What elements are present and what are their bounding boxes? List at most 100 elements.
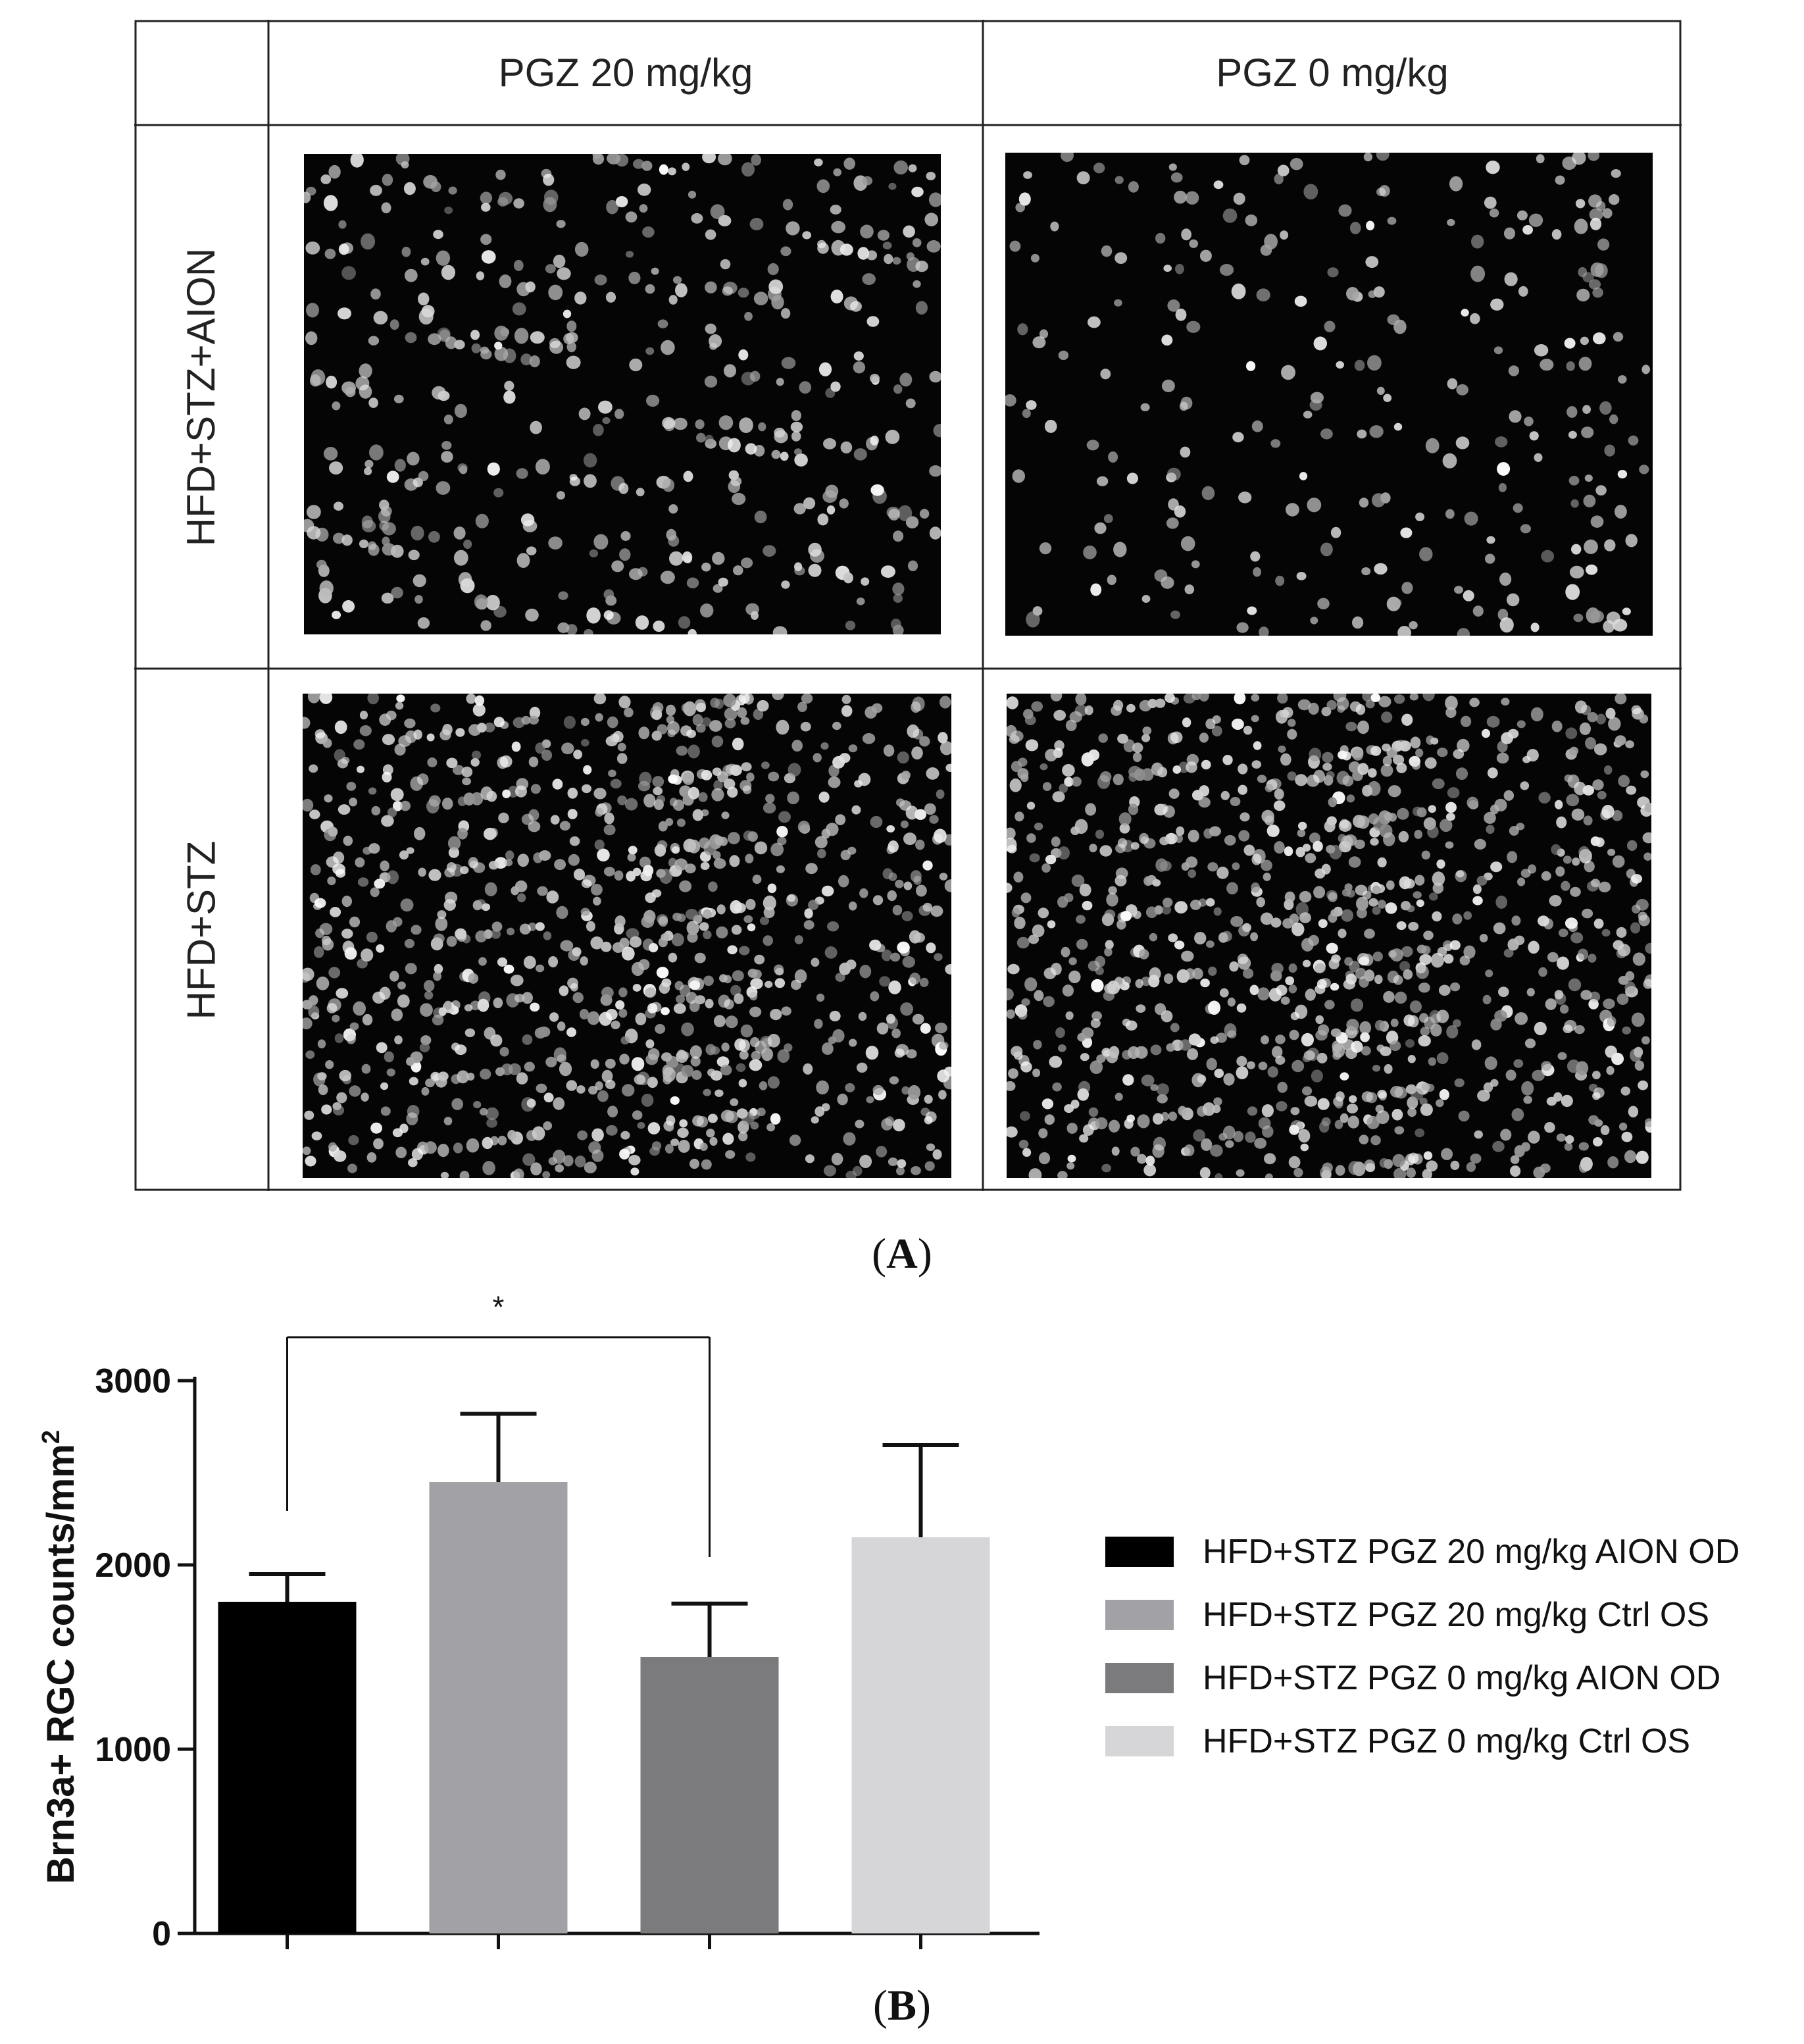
cell-dot <box>542 1171 551 1178</box>
cell-dot <box>724 999 734 1009</box>
cell-dot <box>614 409 624 419</box>
cell-dot <box>1222 208 1238 223</box>
cell-dot <box>1591 879 1600 888</box>
cell-dot <box>361 515 373 528</box>
cell-dot <box>341 757 350 764</box>
cell-dot <box>414 827 426 840</box>
cell-dot <box>1062 764 1075 777</box>
cell-dot <box>411 525 424 541</box>
cell-dot <box>901 911 913 921</box>
cell-dot <box>1103 514 1113 523</box>
cell-dot <box>1275 575 1285 586</box>
cell-dot <box>739 694 750 704</box>
cell-dot <box>1045 854 1057 865</box>
cell-dot <box>705 323 716 334</box>
cell-dot <box>772 626 788 634</box>
cell-dot <box>816 179 830 193</box>
cell-dot <box>662 478 675 492</box>
cell-dot <box>1384 1064 1393 1074</box>
cell-dot <box>930 906 943 917</box>
cell-dot <box>1137 1114 1150 1129</box>
cell-dot <box>1203 828 1213 839</box>
cell-dot <box>692 714 703 727</box>
cell-dot <box>486 1107 499 1120</box>
cell-dot <box>1324 320 1336 332</box>
cell-dot <box>566 1080 578 1091</box>
cell-dot <box>639 204 648 213</box>
cell-dot <box>504 859 513 867</box>
cell-dot <box>1534 344 1549 357</box>
cell-dot <box>805 1154 814 1163</box>
cell-dot <box>315 929 324 938</box>
cell-dot <box>1099 845 1113 857</box>
cell-dot <box>1238 830 1250 842</box>
cell-dot <box>645 1039 655 1049</box>
cell-dot <box>676 818 686 827</box>
cell-dot <box>572 992 584 1004</box>
cell-dot <box>394 1035 403 1044</box>
cell-dot <box>718 436 733 451</box>
cell-dot <box>1440 819 1453 832</box>
cell-dot <box>1316 1052 1328 1063</box>
cell-dot <box>1107 980 1120 994</box>
cell-dot <box>702 154 716 164</box>
cell-dot <box>1280 753 1291 766</box>
cell-dot <box>1291 1060 1305 1073</box>
cell-dot <box>1174 940 1185 950</box>
cell-dot <box>820 742 829 750</box>
cell-dot <box>1418 983 1430 993</box>
cell-dot <box>1457 628 1470 636</box>
cell-dot <box>1290 1011 1299 1021</box>
cell-dot <box>1302 1054 1311 1063</box>
cell-dot <box>576 1085 586 1094</box>
cell-dot <box>1163 805 1175 818</box>
cell-dot <box>507 1130 516 1140</box>
cell-dot <box>1311 1069 1323 1083</box>
cell-dot <box>1296 572 1307 580</box>
cell-dot <box>692 809 703 821</box>
cell-dot <box>1366 220 1375 231</box>
cell-dot <box>746 772 755 782</box>
cell-dot <box>553 1047 566 1062</box>
cell-dot <box>374 879 386 889</box>
cell-dot <box>905 398 916 409</box>
cell-dot <box>656 795 666 804</box>
cell-dot <box>420 1035 432 1046</box>
cell-dot <box>675 283 688 297</box>
cell-dot <box>1354 839 1365 850</box>
cell-dot <box>1083 546 1097 559</box>
cell-dot <box>1149 933 1158 942</box>
cell-dot <box>1466 796 1479 809</box>
cell-dot <box>605 292 616 303</box>
cell-dot <box>1163 265 1172 272</box>
cell-dot <box>1522 225 1533 235</box>
cell-dot <box>1359 498 1369 508</box>
cell-dot <box>1317 598 1330 609</box>
cell-dot <box>1022 1148 1032 1157</box>
cell-dot <box>1486 161 1500 174</box>
cell-dot <box>676 1050 688 1063</box>
cell-dot <box>1115 252 1128 264</box>
cell-dot <box>332 1014 340 1023</box>
cell-dot <box>1586 607 1600 624</box>
cell-dot <box>721 1042 730 1052</box>
cell-dot <box>724 718 736 728</box>
cell-dot <box>368 541 377 550</box>
cell-dot <box>778 811 791 823</box>
cell-dot <box>1422 1169 1432 1178</box>
cell-dot <box>1009 240 1021 252</box>
cell-dot <box>1088 1107 1099 1117</box>
cell-dot <box>595 713 603 722</box>
cell-dot <box>661 978 672 988</box>
cell-dot <box>1453 1019 1461 1028</box>
cell-dot <box>1575 199 1586 209</box>
cell-dot <box>1529 431 1539 441</box>
cell-dot <box>1534 1021 1547 1036</box>
cell-dot <box>328 967 341 979</box>
row-header-hfd-stz-aion: HFD+STZ+AION <box>134 125 268 669</box>
cell-dot <box>1245 1131 1256 1143</box>
cell-dot <box>830 381 841 392</box>
cell-dot <box>1236 1169 1245 1177</box>
cell-dot <box>1498 483 1507 492</box>
cell-dot <box>1015 811 1024 822</box>
